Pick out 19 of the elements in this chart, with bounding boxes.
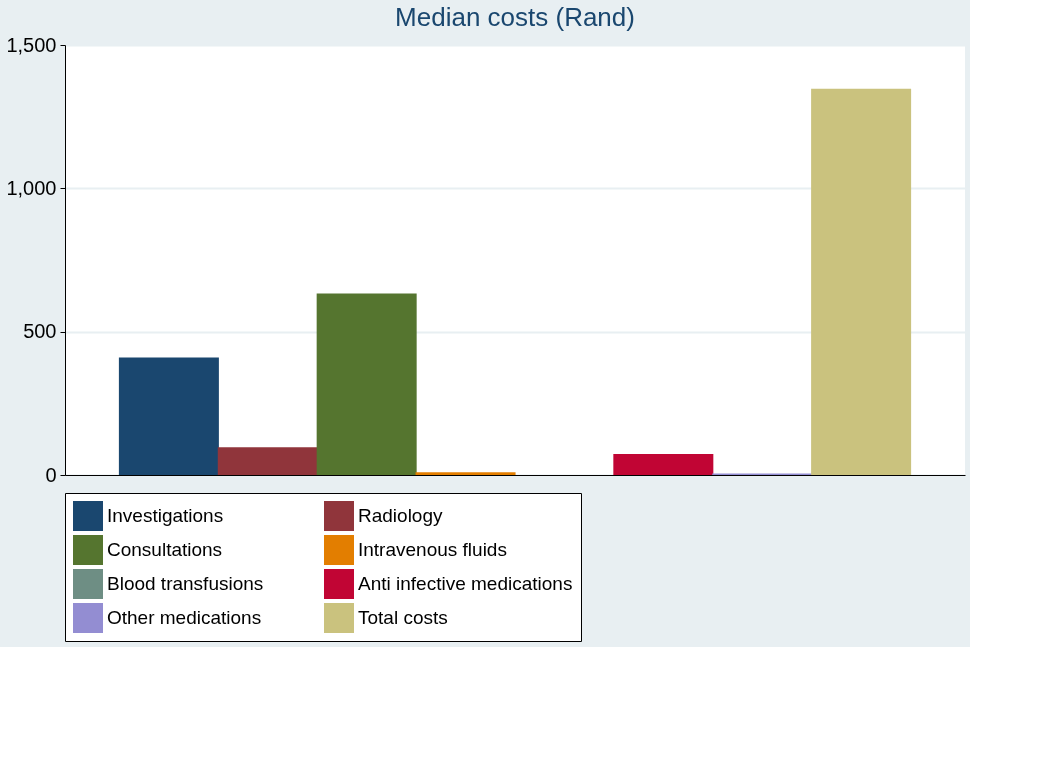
y-tick-label: 0 [45, 463, 57, 486]
legend-label: Blood transfusions [107, 573, 264, 594]
y-tick-label: 1,500 [6, 33, 57, 56]
legend-label: Radiology [358, 505, 443, 526]
y-tick-label: 1,000 [6, 176, 57, 199]
legend-label: Consultations [107, 539, 223, 560]
legend-label: Other medications [107, 607, 262, 628]
bar [217, 447, 318, 475]
bar [811, 88, 912, 475]
bar [118, 357, 219, 475]
legend-label: Intravenous fluids [358, 539, 507, 560]
legend-label: Total costs [358, 607, 448, 628]
y-tick-label: 500 [23, 320, 57, 343]
bar [415, 472, 516, 475]
chart-title: Median costs (Rand) [395, 2, 635, 32]
legend-label: Anti infective medications [358, 573, 573, 594]
bar [613, 454, 714, 475]
legend-label: Investigations [107, 505, 224, 526]
bar [316, 293, 417, 475]
